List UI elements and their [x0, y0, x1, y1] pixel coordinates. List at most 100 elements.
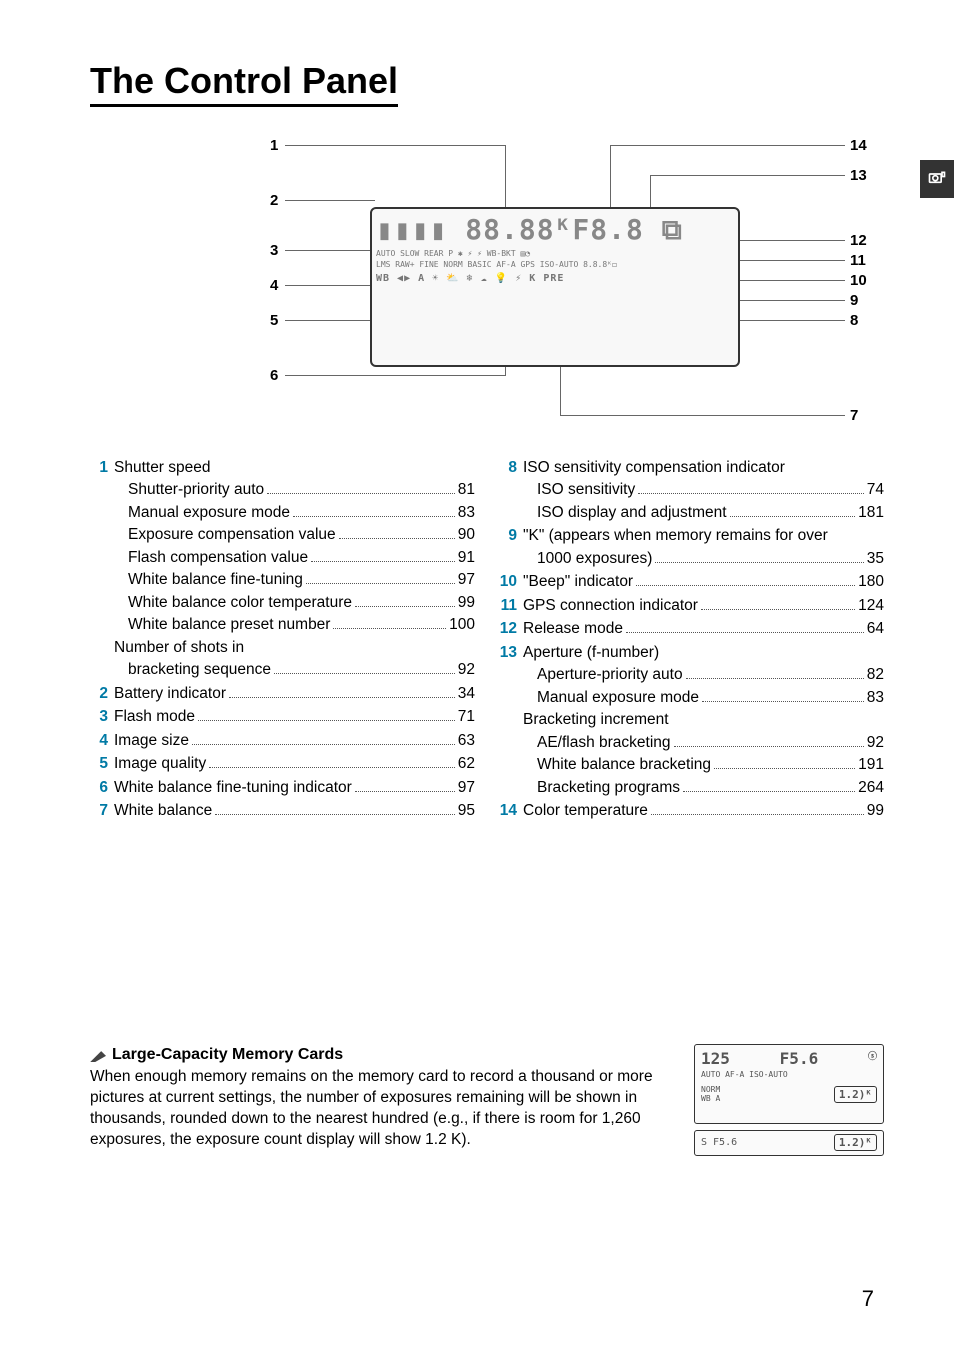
thumb-k: 1.2)ᴷ [834, 1086, 877, 1103]
index-page: 82 [867, 664, 884, 686]
callout-8: 8 [850, 312, 858, 329]
index-number: 11 [499, 595, 523, 617]
thumb-mid: AUTO AF-A ISO-AUTO [701, 1070, 877, 1079]
index-entry: 1Shutter speedShutter-priority auto81Man… [90, 457, 475, 682]
thumb-shutter: 125 [701, 1049, 730, 1068]
lcd-line-3: LMS RAW+ FINE NORM BASIC AF-A GPS ISO-AU… [376, 260, 734, 269]
leader-dots [701, 609, 855, 610]
index-body: Battery indicator34 [114, 683, 475, 705]
index-body: "Beep" indicator180 [523, 571, 884, 593]
index-number: 6 [90, 777, 114, 799]
index-page: 92 [867, 732, 884, 754]
section-tab-icon [920, 160, 954, 198]
index-label: Manual exposure mode [537, 687, 699, 709]
index-page: 90 [458, 524, 475, 546]
thumb2-k: 1.2)ᴷ [834, 1134, 877, 1151]
index-entry: 5Image quality 62 [90, 753, 475, 775]
leader-dots [192, 744, 455, 745]
leader-dots [215, 814, 455, 815]
index-label: Number of shots in [114, 637, 244, 659]
index-number: 9 [499, 525, 523, 547]
index-page: 99 [458, 592, 475, 614]
index-right-column: 8ISO sensitivity compensation indicatorI… [499, 457, 884, 824]
index-label: Battery indicator [114, 683, 226, 705]
callout-11: 11 [850, 252, 866, 269]
index-label: White balance fine-tuning [128, 569, 303, 591]
leader-dots [333, 628, 446, 629]
index-label: "K" (appears when memory remains for ove… [523, 525, 828, 547]
index-number: 1 [90, 457, 114, 479]
index-label: Bracketing increment [523, 709, 669, 731]
index-label: ISO display and adjustment [537, 502, 727, 524]
index-page: 91 [458, 547, 475, 569]
thumb2-left: S F5.6 [701, 1137, 737, 1148]
index-page: 191 [858, 754, 884, 776]
index-entry: 3Flash mode71 [90, 706, 475, 728]
callout-10: 10 [850, 272, 867, 289]
index-label: Exposure compensation value [128, 524, 336, 546]
index-number: 5 [90, 753, 114, 775]
lcd-panel: ▮▮▮▮ 88.88ᴷF8.8 ⧉ AUTO SLOW REAR P ✱ ⚡ ⚡… [370, 207, 740, 367]
leader-dots [655, 562, 863, 563]
index-label: GPS connection indicator [523, 595, 698, 617]
index-body: Color temperature99 [523, 800, 884, 822]
index-entry: 14Color temperature99 [499, 800, 884, 822]
index-label: 1000 exposures) [537, 548, 652, 570]
index-entry: 11GPS connection indicator 124 [499, 595, 884, 617]
index-page: 74 [867, 479, 884, 501]
lcd-thumb-top: 125 F5.6 ⓢ AUTO AF-A ISO-AUTO NORM WB A … [694, 1044, 884, 1124]
index-page: 35 [867, 548, 884, 570]
leader-dots [674, 746, 864, 747]
lcd-line-1: ▮▮▮▮ 88.88ᴷF8.8 ⧉ [376, 213, 734, 247]
index-label: ISO sensitivity [537, 479, 635, 501]
index-number: 8 [499, 457, 523, 479]
index-page: 81 [458, 479, 475, 501]
thumb-wb: WB A [701, 1094, 720, 1103]
callout-12: 12 [850, 232, 867, 249]
leader-dots [355, 606, 455, 607]
callout-4: 4 [270, 277, 278, 294]
index-number: 7 [90, 800, 114, 822]
leader-dots [311, 561, 455, 562]
index-number: 13 [499, 642, 523, 664]
callout-9: 9 [850, 292, 858, 309]
index-number: 2 [90, 683, 114, 705]
leader-dots [198, 720, 455, 721]
leader-dots [355, 791, 455, 792]
index-label: Image size [114, 730, 189, 752]
index-body: Shutter speedShutter-priority auto81Manu… [114, 457, 475, 682]
callout-5: 5 [270, 312, 278, 329]
index-body: Image quality 62 [114, 753, 475, 775]
index-entry: 13Aperture (f-number)Aperture-priority a… [499, 642, 884, 799]
note-block: Large-Capacity Memory Cards When enough … [90, 1044, 674, 1151]
callout-13: 13 [850, 167, 867, 184]
index-label: "Beep" indicator [523, 571, 633, 593]
index-label: White balance fine-tuning indicator [114, 777, 352, 799]
leader-dots [339, 538, 455, 539]
lcd-thumb-bottom: S F5.6 1.2)ᴷ [694, 1130, 884, 1156]
leader-dots [636, 585, 855, 586]
index-page: 124 [858, 595, 884, 617]
index-label: Flash compensation value [128, 547, 308, 569]
index-page: 83 [867, 687, 884, 709]
index-label: Image quality [114, 753, 206, 775]
callout-6: 6 [270, 367, 278, 384]
leader-dots [730, 516, 856, 517]
index-left-column: 1Shutter speedShutter-priority auto81Man… [90, 457, 475, 824]
leader-dots [651, 814, 864, 815]
index-page: 64 [867, 618, 884, 640]
pencil-icon [90, 1046, 106, 1062]
leader-dots [209, 767, 455, 768]
index-label: White balance preset number [128, 614, 330, 636]
leader-dots [638, 493, 864, 494]
leader-dots [274, 673, 455, 674]
index-entry: 4Image size63 [90, 730, 475, 752]
index-number: 14 [499, 800, 523, 822]
index-page: 62 [458, 753, 475, 775]
callout-7: 7 [850, 407, 858, 424]
index-page: 83 [458, 502, 475, 524]
index-number: 12 [499, 618, 523, 640]
page-number: 7 [862, 1286, 874, 1312]
index-label: Bracketing programs [537, 777, 680, 799]
callout-14: 14 [850, 137, 867, 154]
